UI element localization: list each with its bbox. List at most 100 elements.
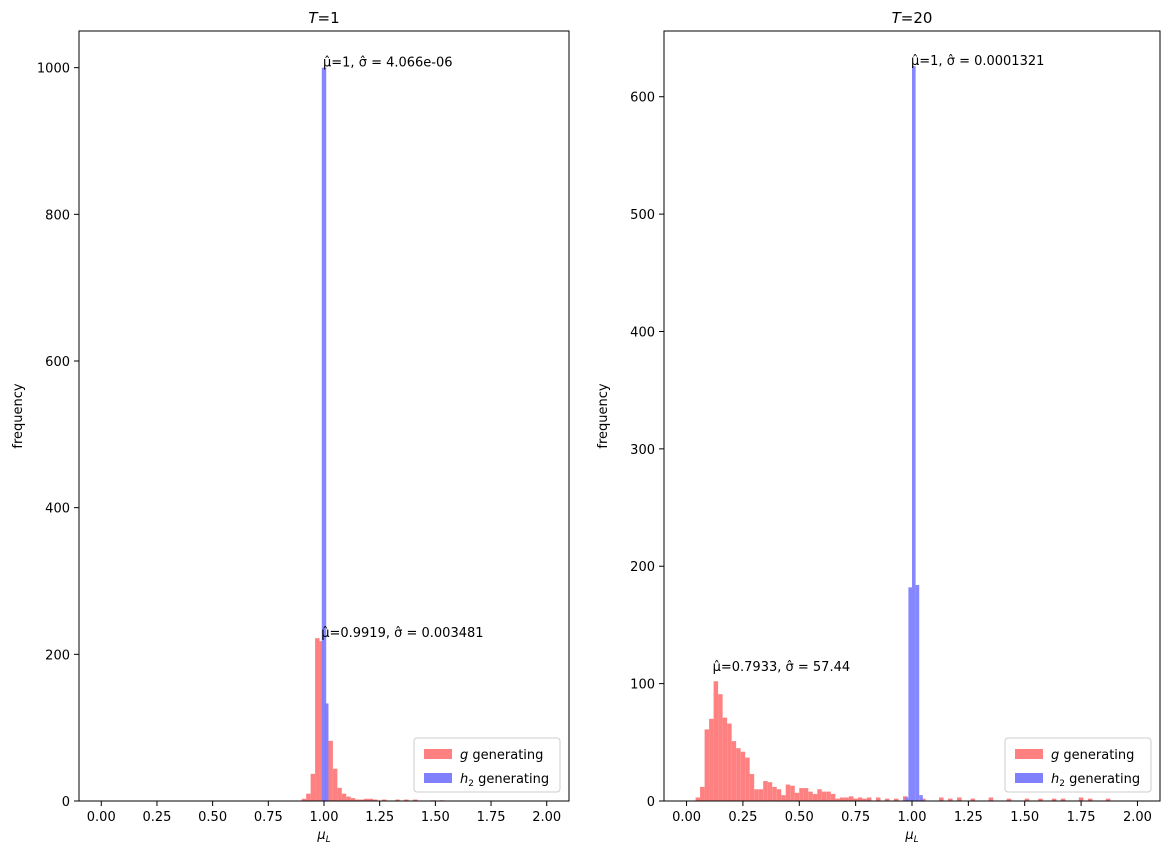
right-histogram-panel: 0.00 0.25 0.50 0.75 1.00 1.25 1.50 1.75 2.00 0 10… — [596, 9, 1161, 845]
histogram-bar — [794, 792, 800, 801]
y-tick-label: 300 — [630, 443, 655, 458]
right-h2-generating-bars — [904, 66, 923, 801]
x-tick-label: 0.50 — [198, 810, 227, 825]
histogram-bar — [754, 789, 759, 801]
histogram-bar — [912, 66, 916, 801]
histogram-bar — [306, 793, 311, 801]
histogram-bar — [835, 798, 840, 801]
histogram-bar — [1078, 797, 1084, 801]
histogram-bar — [875, 797, 881, 801]
x-tick-label: 1.00 — [310, 810, 339, 825]
histogram-bar — [758, 789, 764, 801]
histogram-bar — [1087, 798, 1093, 801]
histogram-bar — [790, 785, 795, 801]
y-tick-label: 600 — [45, 355, 70, 370]
histogram-bar — [957, 797, 962, 801]
histogram-bar — [359, 799, 365, 801]
right-g-generating-bars — [695, 681, 1111, 801]
y-tick-label: 400 — [45, 502, 70, 517]
left-y-axis-label: frequency — [11, 383, 26, 449]
left-legend-swatch-g — [424, 749, 452, 759]
histogram-bar — [919, 795, 923, 801]
histogram-bar — [713, 681, 719, 801]
histogram-bar — [395, 799, 400, 801]
histogram-bar — [310, 773, 316, 801]
x-tick-label: 1.50 — [1010, 810, 1039, 825]
y-tick-label: 100 — [630, 678, 655, 693]
y-tick-label: 600 — [630, 91, 655, 106]
x-tick-label: 0.75 — [254, 810, 283, 825]
histogram-bar — [763, 781, 768, 801]
histogram-bar — [727, 723, 732, 801]
histogram-bar — [346, 796, 351, 801]
left-chart-title: T=1 — [308, 9, 339, 27]
y-tick-label: 0 — [647, 795, 655, 810]
histogram-bar — [939, 797, 944, 801]
left-legend-label-h2: h2 generating — [460, 772, 549, 789]
histogram-bar — [321, 67, 327, 801]
y-tick-label: 200 — [45, 648, 70, 663]
left-legend-swatch-h2 — [424, 773, 452, 783]
histogram-bar — [1105, 798, 1111, 801]
y-tick-label: 200 — [630, 560, 655, 575]
histogram-bar — [970, 798, 976, 801]
x-tick-label: 0.00 — [87, 810, 116, 825]
histogram-bar — [904, 797, 909, 801]
histogram-bar — [915, 585, 920, 801]
histogram-bar — [857, 797, 863, 801]
histogram-bar — [803, 788, 809, 801]
stats-annotation: μ̂=0.7933, σ̂ = 57.44 — [713, 660, 851, 675]
histogram-bar — [368, 798, 373, 801]
right-y-axis-label: frequency — [596, 383, 611, 449]
histogram-bar — [785, 784, 791, 801]
right-legend-swatch-h2 — [1015, 773, 1043, 783]
histogram-bar — [799, 788, 804, 801]
histogram-bar — [695, 797, 701, 801]
histogram-bar — [350, 798, 356, 801]
histogram-bar — [772, 786, 777, 801]
x-tick-label: 1.25 — [365, 810, 394, 825]
histogram-bar — [776, 789, 782, 801]
histogram-bar — [413, 799, 418, 801]
stats-annotation: μ̂=1, σ̂ = 0.0001321 — [911, 54, 1044, 69]
y-tick-label: 500 — [630, 208, 655, 223]
histogram-bar — [709, 718, 714, 801]
x-tick-label: 1.75 — [1067, 810, 1096, 825]
histogram-bar — [1006, 798, 1012, 801]
histogram-bar — [337, 787, 342, 801]
histogram-bar — [328, 740, 333, 801]
histogram-bar — [700, 786, 705, 801]
right-legend-swatch-g — [1015, 749, 1043, 759]
histogram-bar — [315, 638, 320, 801]
y-tick-label: 800 — [45, 208, 70, 223]
x-tick-label: 0.00 — [672, 810, 701, 825]
x-tick-label: 2.00 — [1123, 810, 1152, 825]
histogram-bar — [381, 799, 387, 801]
histogram-bar — [404, 799, 409, 801]
histogram-bar — [364, 798, 369, 801]
histogram-bar — [319, 641, 324, 801]
histogram-bar — [736, 748, 741, 801]
histogram-bar — [853, 798, 858, 801]
x-tick-label: 1.00 — [898, 810, 927, 825]
x-tick-label: 2.00 — [532, 810, 561, 825]
histogram-bar — [893, 798, 899, 801]
histogram-bar — [745, 757, 750, 801]
x-tick-label: 0.25 — [728, 810, 757, 825]
x-tick-label: 0.25 — [142, 810, 171, 825]
left-histogram-panel: 0.00 0.25 0.50 0.75 1.00 1.25 1.50 1.75 2.00 0 20… — [11, 9, 570, 845]
left-x-ticks: 0.00 0.25 0.50 0.75 1.00 1.25 1.50 1.75 2.00 — [87, 801, 561, 825]
histogram-bar — [301, 798, 307, 801]
histogram-bar — [355, 799, 360, 801]
histogram-bar — [332, 768, 338, 801]
right-y-ticks: 0 100 200 300 400 500 600 — [630, 91, 664, 810]
histogram-bar — [826, 791, 831, 801]
histogram-bar — [740, 751, 746, 801]
left-h2-generating-bars — [321, 67, 329, 801]
histogram-bar — [948, 798, 953, 801]
left-x-axis-label: μL — [316, 828, 330, 845]
histogram-bar — [767, 782, 773, 801]
histogram-bar — [718, 694, 723, 801]
right-legend: g generating h2 generating — [1004, 737, 1152, 793]
